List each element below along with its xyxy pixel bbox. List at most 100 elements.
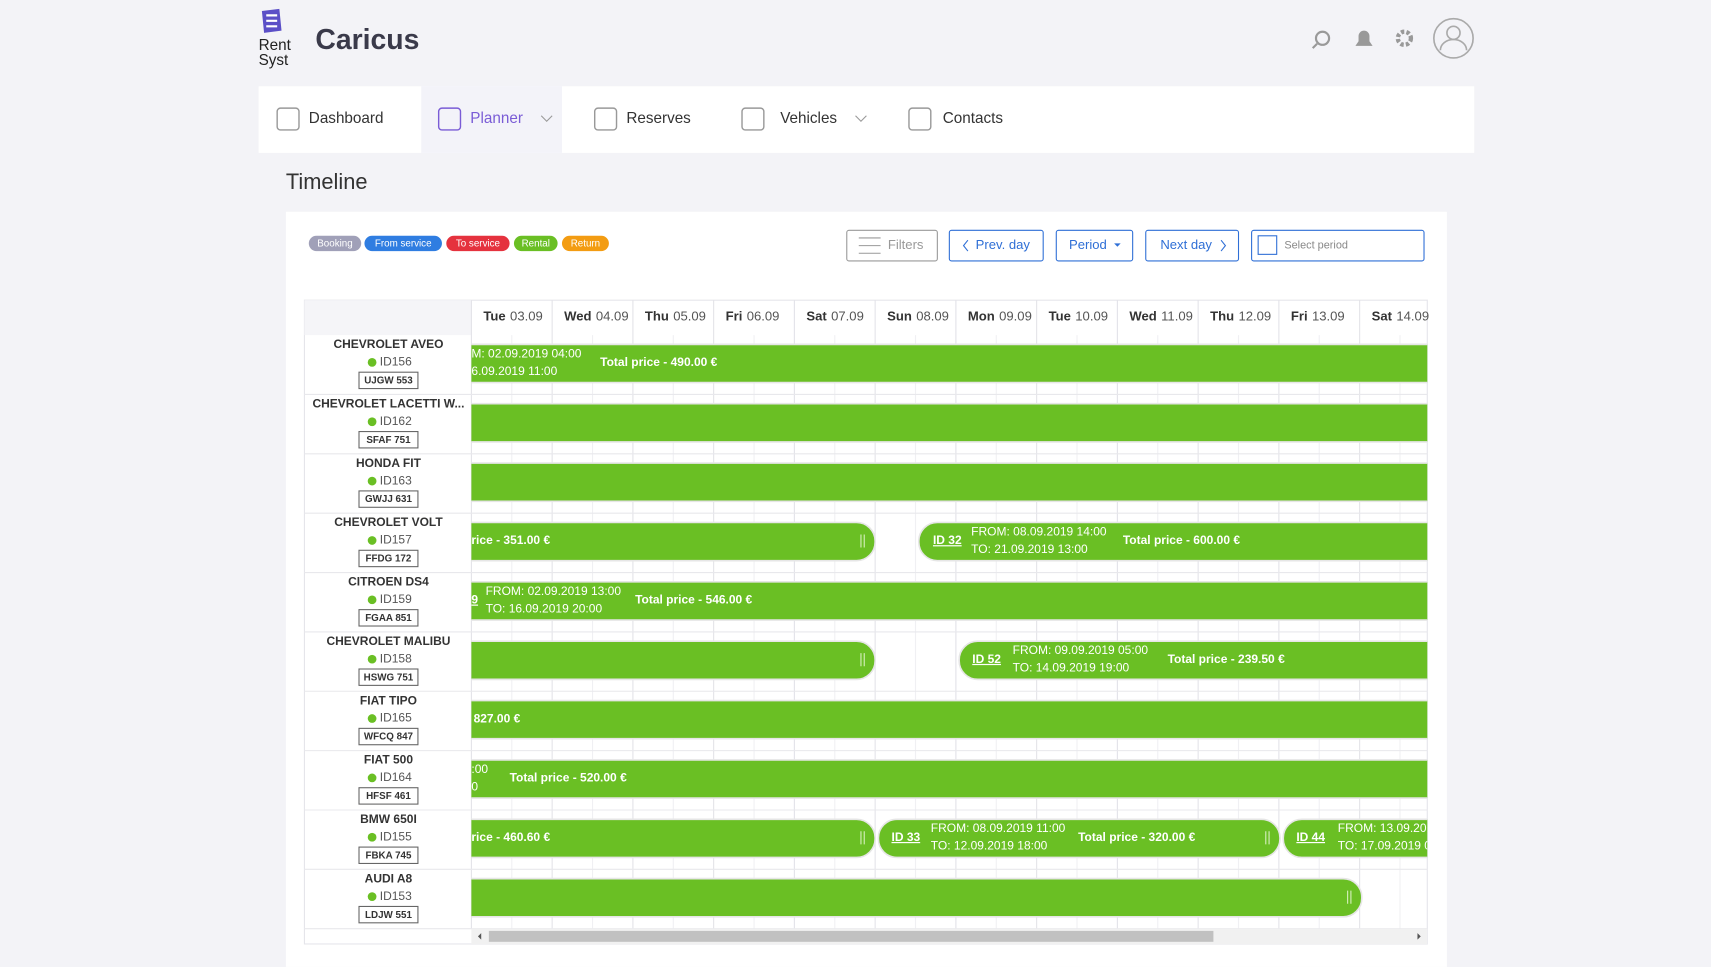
legend-label: From service bbox=[375, 239, 432, 250]
nav-item[interactable]: Reserves bbox=[626, 110, 691, 127]
nav-icon bbox=[908, 107, 932, 131]
nav-icon bbox=[437, 107, 462, 131]
day-header: Sat 07.09 bbox=[806, 309, 863, 324]
settings-icon[interactable] bbox=[1395, 29, 1414, 48]
booking-bar[interactable] bbox=[415, 877, 1363, 918]
status-dot bbox=[367, 714, 377, 723]
scroll-thumb[interactable] bbox=[488, 930, 1214, 942]
booking-from: M: 02.09.2019 04:00 bbox=[471, 346, 581, 360]
booking-bar[interactable] bbox=[415, 402, 1452, 443]
booking-to: 6.09.2019 11:00 bbox=[471, 364, 557, 378]
header-icons bbox=[1311, 17, 1474, 59]
booking-bar[interactable] bbox=[917, 521, 1452, 562]
booking-to: TO: 14.09.2019 19:00 bbox=[1013, 661, 1130, 675]
nav-icon bbox=[276, 107, 300, 131]
booking-bar[interactable] bbox=[415, 640, 876, 681]
vehicle-plate: GWJJ 631 bbox=[365, 494, 412, 505]
logo: Rent Syst bbox=[259, 8, 292, 69]
nav-item[interactable]: Planner bbox=[470, 110, 523, 127]
vehicle-plate: SFAF 751 bbox=[366, 435, 411, 446]
vehicle-id: ID158 bbox=[380, 651, 412, 665]
plate-box bbox=[358, 727, 419, 746]
day-header: Wed 04.09 bbox=[564, 309, 628, 324]
booking-price: rice - 351.00 € bbox=[471, 533, 550, 547]
booking-to: 0 bbox=[471, 779, 478, 793]
app-title: Caricus bbox=[315, 24, 419, 56]
status-dot bbox=[367, 476, 377, 486]
button[interactable] bbox=[1055, 229, 1134, 262]
day-header: Fri 06.09 bbox=[726, 309, 780, 324]
booking-ref: ID 32 bbox=[933, 533, 962, 547]
icon bbox=[858, 237, 881, 254]
booking-to: TO: 21.09.2019 13:00 bbox=[971, 542, 1088, 556]
booking-price: 827.00 € bbox=[474, 711, 521, 725]
dropdown-caret bbox=[540, 115, 553, 122]
vehicle-name: CHEVROLET LACETTI W... bbox=[312, 396, 464, 410]
status-dot bbox=[367, 358, 377, 367]
nav-item[interactable]: Vehicles bbox=[780, 110, 837, 127]
booking-bar[interactable] bbox=[415, 699, 1452, 740]
legend-tag bbox=[308, 235, 362, 252]
booking-ref: ID 44 bbox=[1296, 830, 1325, 844]
button[interactable] bbox=[1145, 229, 1240, 262]
booking-bar[interactable] bbox=[877, 818, 1281, 859]
vehicle-name: CHEVROLET MALIBU bbox=[326, 634, 450, 648]
status-dot bbox=[367, 536, 377, 545]
booking-to: TO: 12.09.2019 18:00 bbox=[931, 839, 1048, 853]
booking-price: Total price - 600.00 € bbox=[1123, 533, 1240, 547]
avatar[interactable] bbox=[1433, 17, 1474, 59]
booking-ref: ID 52 bbox=[972, 652, 1001, 666]
bell-icon[interactable] bbox=[1355, 30, 1373, 46]
booking-bar[interactable] bbox=[415, 462, 1452, 503]
corner-cell bbox=[304, 300, 472, 336]
scrollbar bbox=[471, 928, 1428, 944]
vehicle-id: ID163 bbox=[380, 473, 412, 487]
button-label: Period bbox=[1069, 237, 1107, 252]
vehicle-id: ID157 bbox=[380, 533, 412, 547]
vehicle-name: CITROEN DS4 bbox=[348, 575, 429, 589]
booking-price: Total price - 239.50 € bbox=[1168, 652, 1285, 666]
nav-item[interactable]: Contacts bbox=[943, 110, 1004, 127]
nav-item[interactable]: Dashboard bbox=[309, 110, 384, 127]
page-title: Timeline bbox=[286, 169, 368, 194]
booking-to: TO: 16.09.2019 20:00 bbox=[486, 601, 603, 615]
nav-icon bbox=[593, 107, 618, 131]
vehicle-id: ID159 bbox=[380, 592, 412, 606]
booking-from: FROM: 02.09.2019 13:00 bbox=[486, 584, 622, 598]
status-dot bbox=[367, 654, 377, 664]
plate-box bbox=[358, 371, 419, 390]
plate-box bbox=[358, 431, 419, 449]
day-header: Sun 08.09 bbox=[887, 309, 949, 324]
day-header: Fri 13.09 bbox=[1291, 309, 1345, 324]
plate-box bbox=[358, 846, 419, 865]
vehicle-plate: HFSF 461 bbox=[366, 791, 411, 802]
icon bbox=[1114, 243, 1121, 247]
booking-bar[interactable] bbox=[415, 759, 1452, 799]
plate-box bbox=[358, 549, 419, 568]
plate-box bbox=[358, 490, 419, 508]
booking-ref: 9 bbox=[471, 593, 478, 607]
vehicle-name: CHEVROLET AVEO bbox=[333, 337, 443, 351]
legend-tag bbox=[513, 235, 558, 252]
booking-bar[interactable] bbox=[415, 581, 1452, 621]
date-input[interactable] bbox=[1251, 229, 1425, 262]
legend-tag bbox=[364, 235, 442, 252]
logo-text: Rent bbox=[259, 37, 292, 54]
button[interactable] bbox=[948, 229, 1044, 262]
booking-bar[interactable] bbox=[415, 818, 876, 859]
booking-from: FROM: 08.09.2019 14:00 bbox=[971, 524, 1107, 538]
status-dot bbox=[367, 832, 377, 842]
plate-box bbox=[358, 668, 419, 686]
booking-bar[interactable] bbox=[1282, 818, 1527, 859]
legend-tag bbox=[446, 235, 510, 252]
resize-handle bbox=[860, 653, 865, 667]
vehicle-id: ID165 bbox=[380, 711, 412, 725]
booking-bar[interactable] bbox=[415, 521, 876, 562]
booking-bar[interactable] bbox=[415, 343, 1452, 384]
search-icon[interactable] bbox=[1314, 30, 1331, 46]
icon bbox=[962, 239, 1227, 252]
day-header: Wed 11.09 bbox=[1129, 309, 1193, 324]
legend-label: Booking bbox=[317, 239, 352, 250]
booking-bar[interactable] bbox=[958, 640, 1451, 681]
day-header: Thu 05.09 bbox=[645, 309, 706, 324]
